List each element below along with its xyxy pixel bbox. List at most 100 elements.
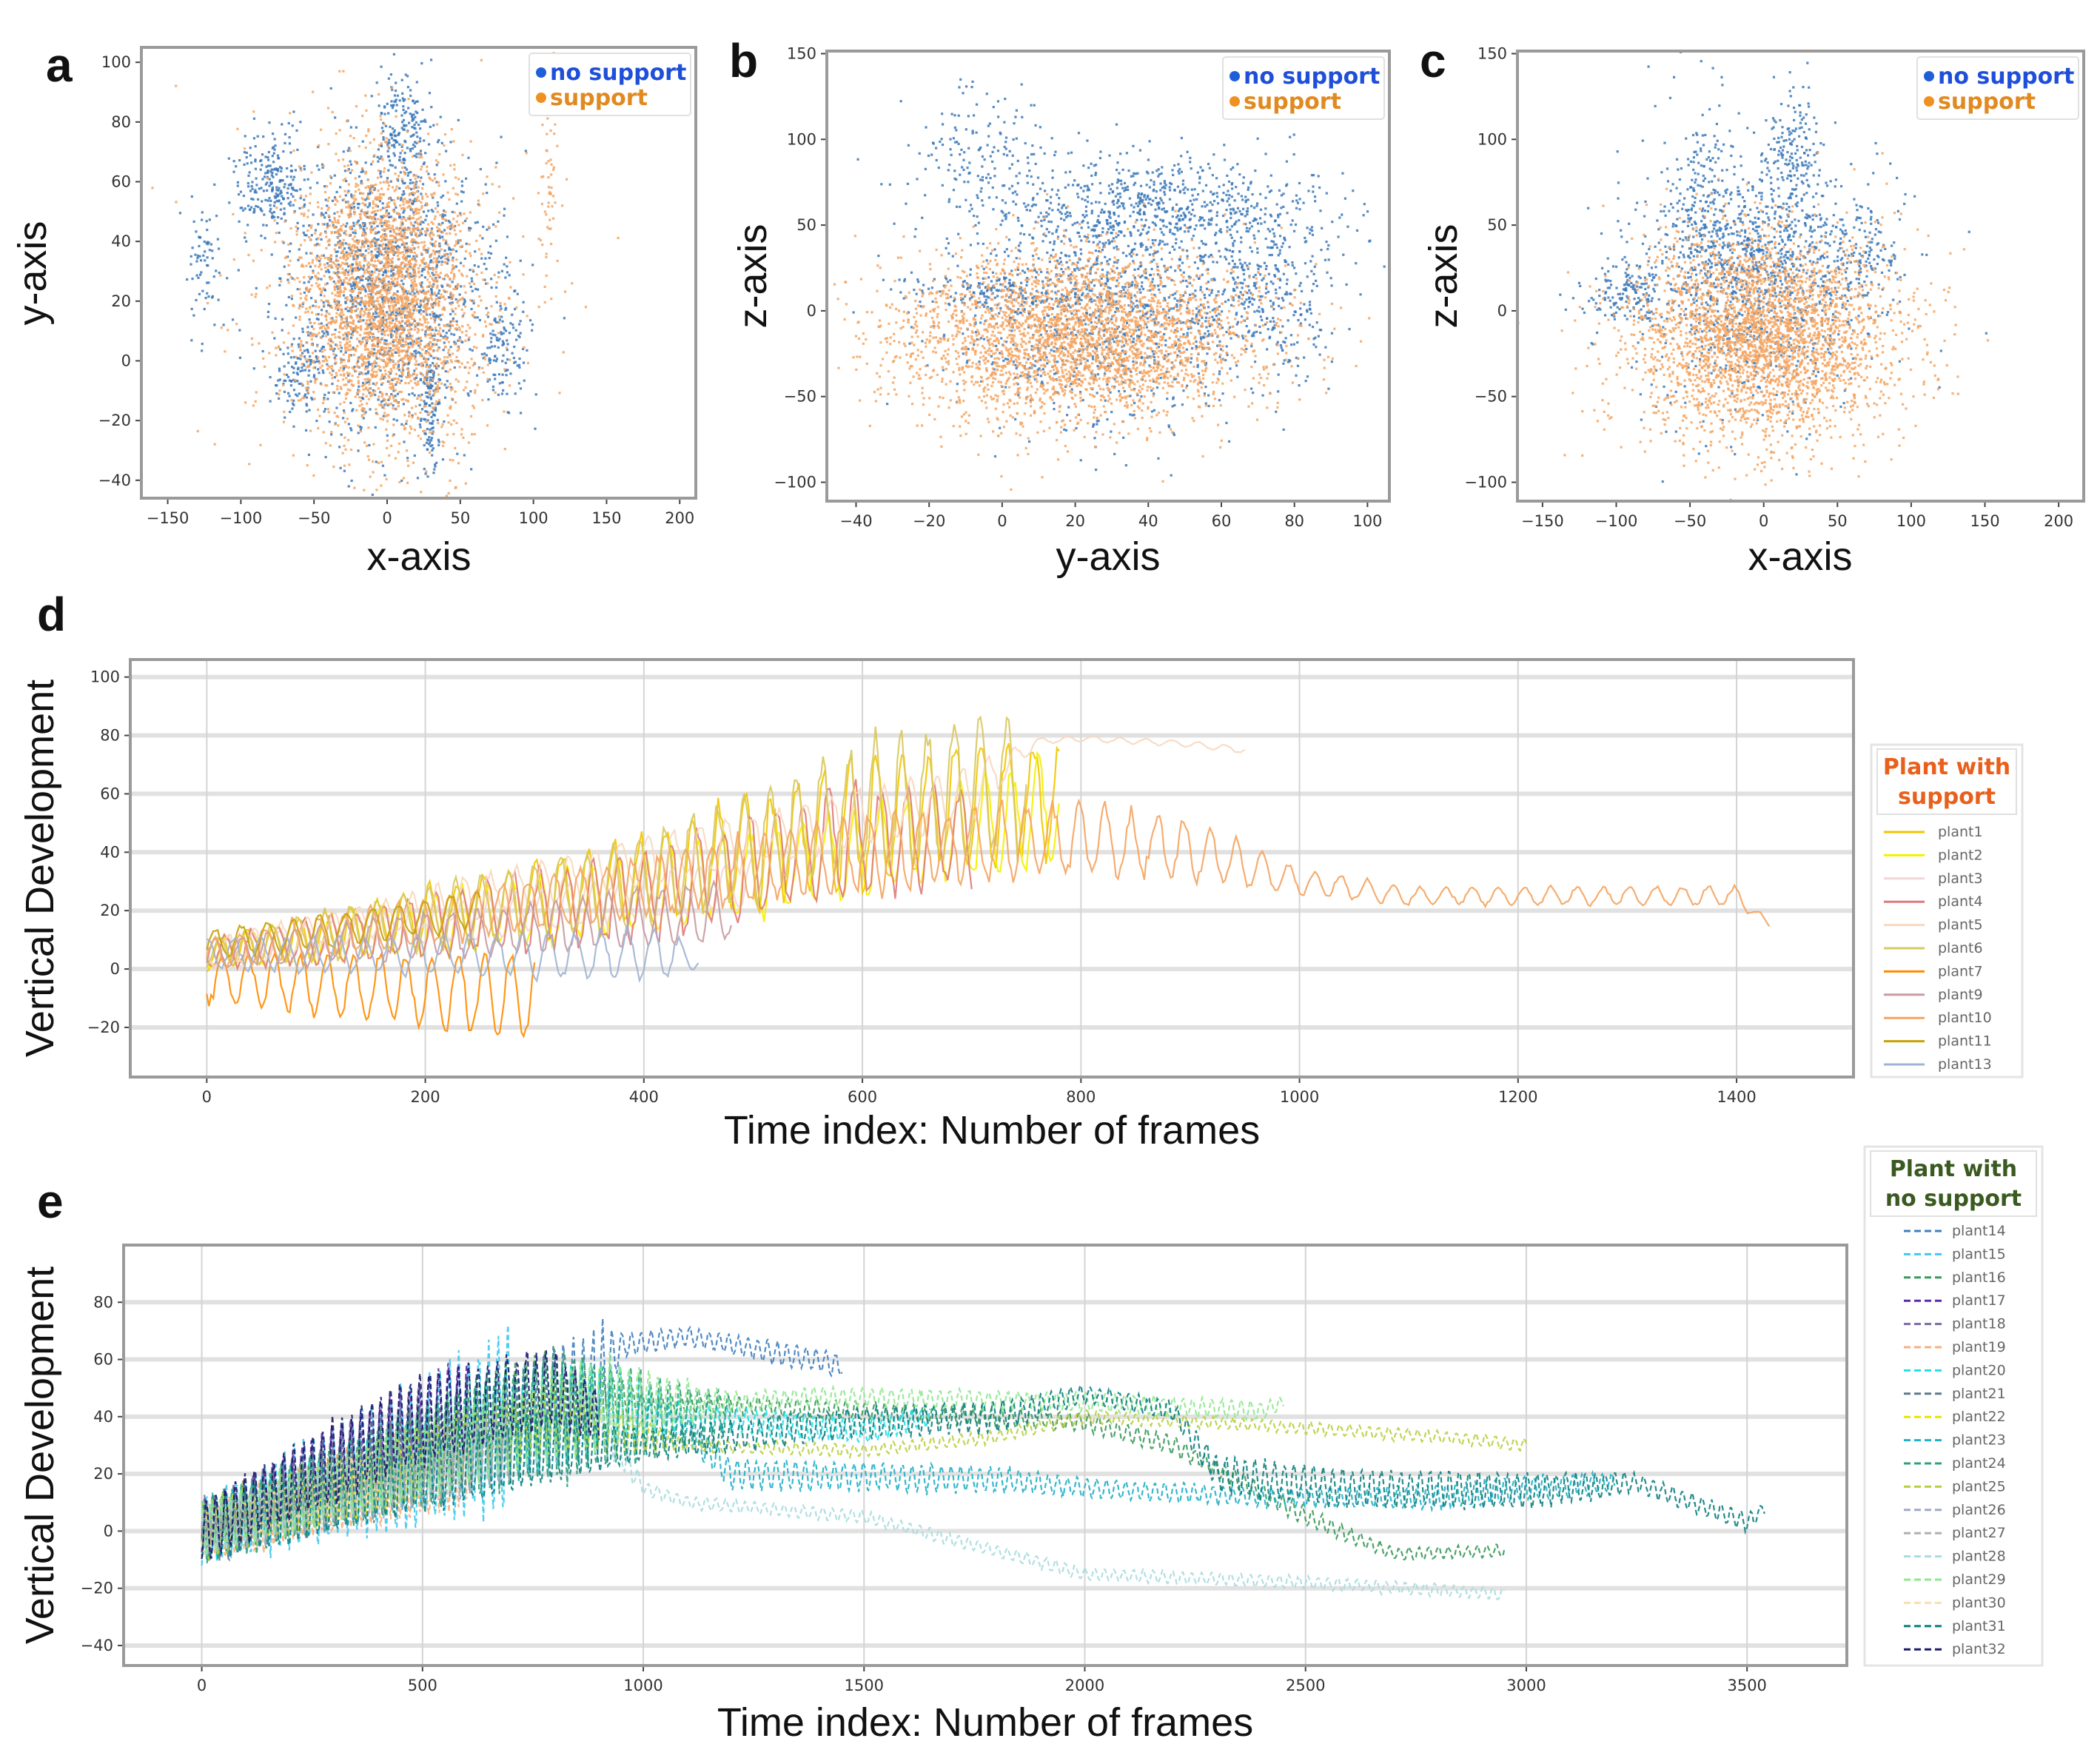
scatter-point [349,426,352,430]
scatter-point [346,417,349,420]
scatter-point [483,355,486,358]
scatter-point [509,261,511,264]
scatter-point [315,256,318,260]
scatter-point [336,210,339,214]
scatter-point [322,431,325,434]
scatter-point [372,303,375,306]
scatter-point [410,343,413,346]
scatter-point [378,157,381,160]
scatter-point [439,224,443,227]
scatter-point [339,289,342,292]
scatter-point [522,310,525,313]
scatter-point [445,150,448,152]
scatter-point [243,163,246,167]
scatter-point [384,286,387,289]
scatter-point [419,437,423,440]
scatter-point [273,337,276,340]
scatter-point [410,217,413,220]
scatter-point [312,90,315,93]
scatter-point [292,324,295,327]
scatter-point [506,358,509,361]
scatter-point [427,396,430,399]
scatter-point [469,211,472,214]
scatter-point [493,273,496,277]
scatter-point [447,219,450,223]
scatter-point [417,241,420,245]
scatter-point [356,269,360,272]
scatter-point [312,374,316,377]
scatter-point [335,374,338,377]
scatter-point [349,389,352,392]
scatter-point [318,244,321,246]
scatter-point [368,288,371,291]
scatter-point [402,211,405,214]
scatter-point [444,239,448,242]
scatter-point [394,395,397,398]
scatter-point [309,360,312,363]
scatter-point [474,316,477,319]
scatter-point [303,276,306,279]
scatter-point [365,212,368,215]
scatter-point [245,240,248,243]
scatter-point [362,192,365,195]
scatter-point [396,254,400,258]
scatter-point [353,298,356,301]
scatter-point [381,393,384,396]
scatter-point [380,375,383,378]
scatter-point [406,305,409,308]
scatter-point [418,275,421,278]
scatter-point [486,363,489,366]
scatter-point [401,320,404,323]
y-tick-label: 20 [111,292,131,310]
scatter-point [377,364,380,367]
scatter-point [358,341,361,344]
scatter-point [440,382,443,385]
scatter-point [383,333,386,337]
scatter-point [407,381,410,385]
scatter-point [424,204,427,207]
scatter-point [421,197,424,201]
scatter-point [316,242,319,246]
scatter-point [296,148,299,152]
scatter-point [349,264,352,267]
scatter-point [445,232,448,235]
scatter-point [351,409,354,412]
scatter-point [359,313,362,316]
scatter-point [418,155,421,159]
scatter-point [352,207,355,210]
scatter-point [307,453,311,457]
scatter-point [502,354,505,357]
scatter-point [404,73,407,76]
scatter-point [348,463,351,466]
scatter-point [462,303,466,306]
scatter-point [407,373,411,376]
scatter-point [457,118,460,121]
scatter-point [314,299,317,302]
scatter-point [321,309,323,312]
scatter-point [403,151,406,155]
scatter-point [380,392,383,395]
scatter-point [415,254,418,257]
scatter-point [506,265,509,268]
scatter-point [286,526,288,528]
scatter-point [432,315,435,318]
scatter-point [278,389,281,392]
scatter-point [360,353,363,356]
scatter-point [354,282,357,286]
scatter-point [436,332,439,335]
scatter-point [463,298,466,301]
scatter-point [374,281,377,284]
scatter-point [392,228,395,232]
scatter-point [326,224,329,228]
scatter-point [429,58,433,61]
scatter-point [352,281,355,284]
scatter-point [443,261,446,264]
scatter-point [448,246,451,249]
scatter-point [355,338,359,341]
scatter-point [429,398,433,400]
scatter-point [382,355,385,358]
scatter-point [398,314,401,317]
scatter-point [314,349,317,352]
scatter-point [498,309,502,312]
scatter-point [299,297,302,300]
